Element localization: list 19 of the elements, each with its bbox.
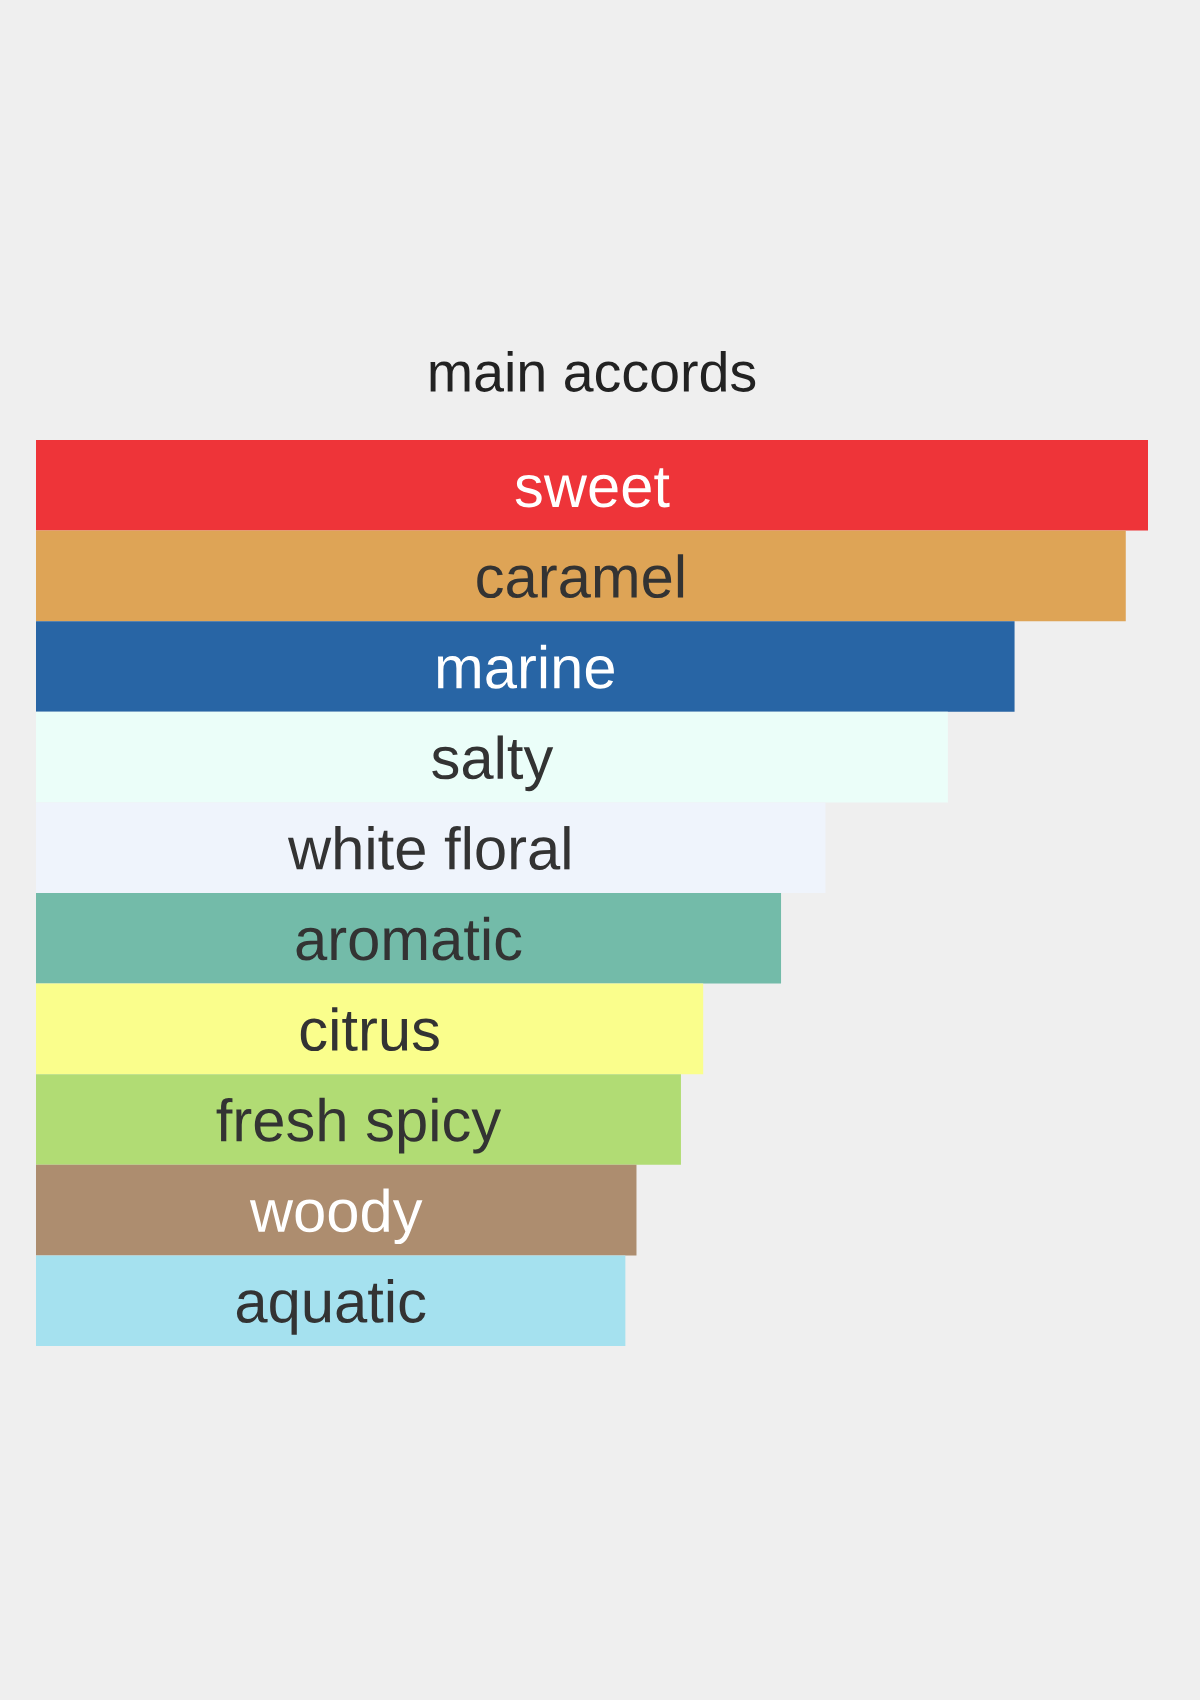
y-tick-label: woody <box>249 1188 423 1245</box>
y-tick-label: aquatic <box>236 1279 426 1335</box>
bar <box>36 1164 637 1256</box>
bar <box>36 439 1148 531</box>
y-tick-label: citrus <box>300 1007 439 1052</box>
y-tick-label: marine <box>437 644 614 689</box>
bar <box>36 983 704 1075</box>
y-tick-label: caramel <box>477 554 684 599</box>
bar <box>36 892 782 984</box>
y-tick-label: salty <box>432 735 554 792</box>
bar <box>36 1074 681 1165</box>
bar <box>36 1255 626 1346</box>
y-tick-label: sweet <box>515 468 670 508</box>
bar <box>36 530 1126 622</box>
y-tick-label: aromatic <box>296 916 522 961</box>
chart-title: main accords <box>430 351 756 392</box>
y-tick-label: white floral <box>287 826 570 870</box>
bar <box>36 621 1015 712</box>
y-tick-label: fresh spicy <box>216 1097 502 1154</box>
